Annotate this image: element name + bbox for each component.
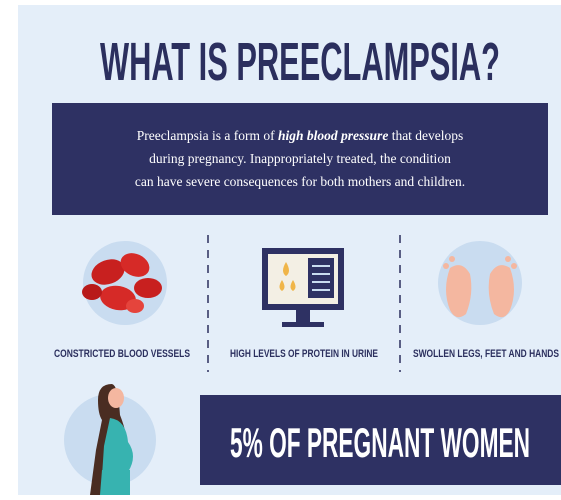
symptom-label: HIGH LEVELS OF PROTEIN IN URINE bbox=[230, 348, 378, 360]
intro-emphasis: high blood pressure bbox=[278, 128, 388, 143]
intro-line: Preeclampsia is a form of high blood pre… bbox=[137, 128, 464, 143]
symptoms: CONSTRICTED BLOOD VESSELS HIGH LEVELS OF… bbox=[54, 348, 559, 360]
intro-text: Preeclampsia is a form of bbox=[137, 128, 278, 143]
title: WHAT IS PREECLAMPSIA? bbox=[100, 32, 500, 92]
intro: Preeclampsia is a form of high blood pre… bbox=[135, 128, 465, 189]
symptom-label: SWOLLEN LEGS, FEET AND HANDS bbox=[413, 348, 559, 360]
banner bbox=[200, 395, 561, 485]
monitor-icon bbox=[262, 248, 344, 327]
intro-line: during pregnancy. Inappropriately treate… bbox=[149, 151, 451, 166]
intro-text: that develops bbox=[388, 128, 463, 143]
banner-text: 5% OF PREGNANT WOMEN bbox=[230, 419, 530, 466]
symptom-label: CONSTRICTED BLOOD VESSELS bbox=[54, 348, 190, 360]
pregnant-icon bbox=[64, 384, 156, 495]
blood-cells-icon bbox=[82, 241, 167, 325]
feet-icon bbox=[438, 241, 522, 325]
intro-line: can have severe consequences for both mo… bbox=[135, 174, 465, 189]
intro-box bbox=[52, 103, 548, 215]
